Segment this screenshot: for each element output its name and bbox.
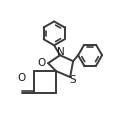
Text: O: O — [37, 58, 45, 68]
Text: O: O — [18, 72, 26, 83]
Text: S: S — [69, 75, 76, 84]
Text: N: N — [57, 47, 65, 57]
